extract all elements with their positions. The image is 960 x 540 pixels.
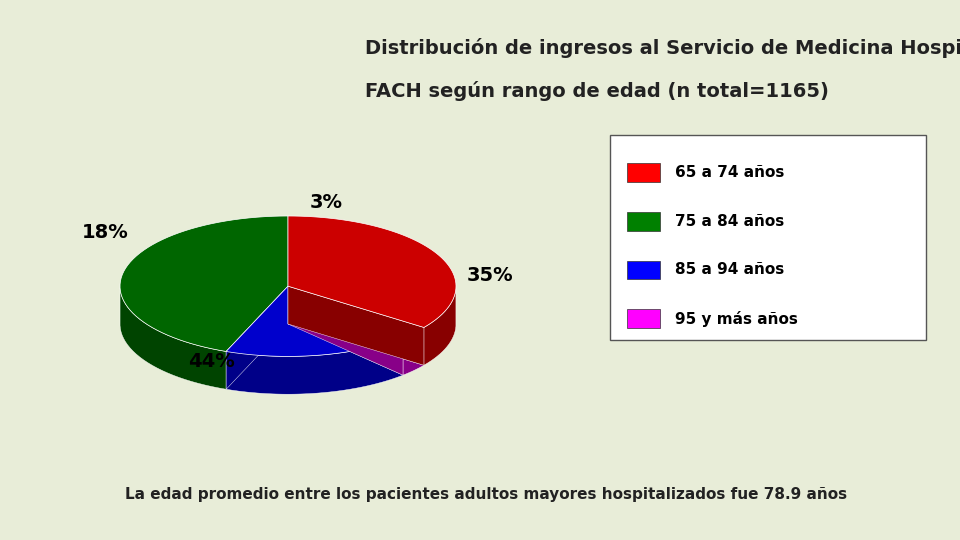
Polygon shape xyxy=(288,286,424,338)
Text: 75 a 84 años: 75 a 84 años xyxy=(675,214,784,229)
Polygon shape xyxy=(424,288,456,365)
FancyBboxPatch shape xyxy=(627,163,660,183)
Polygon shape xyxy=(227,286,288,389)
Text: FACH según rango de edad (n total=1165): FACH según rango de edad (n total=1165) xyxy=(365,81,828,101)
FancyBboxPatch shape xyxy=(627,212,660,231)
Polygon shape xyxy=(288,286,403,375)
Polygon shape xyxy=(288,286,424,365)
Text: 35%: 35% xyxy=(467,266,513,285)
Polygon shape xyxy=(288,216,456,327)
Text: 85 a 94 años: 85 a 94 años xyxy=(675,262,784,278)
Text: 65 a 74 años: 65 a 74 años xyxy=(675,165,784,180)
FancyBboxPatch shape xyxy=(627,309,660,328)
Text: 3%: 3% xyxy=(310,193,343,212)
Polygon shape xyxy=(120,288,227,389)
Text: Distribución de ingresos al Servicio de Medicina Hospital: Distribución de ingresos al Servicio de … xyxy=(365,38,960,58)
Polygon shape xyxy=(120,216,288,352)
Text: 95 y más años: 95 y más años xyxy=(675,310,798,327)
FancyBboxPatch shape xyxy=(627,261,660,280)
Polygon shape xyxy=(227,286,288,389)
FancyBboxPatch shape xyxy=(610,135,926,340)
Polygon shape xyxy=(403,327,424,375)
Polygon shape xyxy=(227,286,403,356)
Polygon shape xyxy=(288,286,403,375)
Polygon shape xyxy=(288,286,424,365)
Text: 18%: 18% xyxy=(83,222,129,242)
Text: 44%: 44% xyxy=(188,352,234,372)
Polygon shape xyxy=(227,338,403,394)
Text: La edad promedio entre los pacientes adultos mayores hospitalizados fue 78.9 año: La edad promedio entre los pacientes adu… xyxy=(125,487,847,502)
